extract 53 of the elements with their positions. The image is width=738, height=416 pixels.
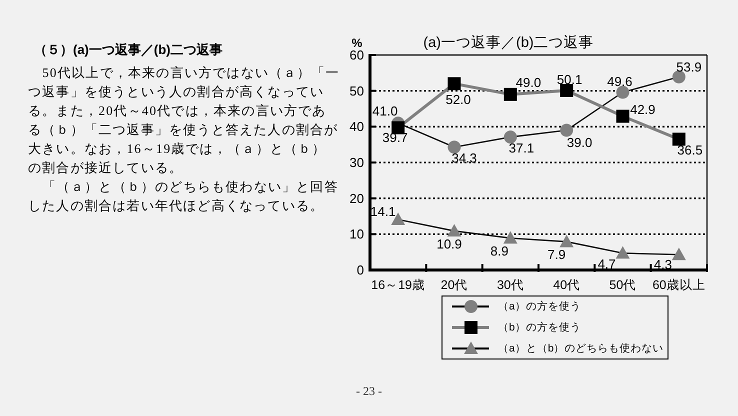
y-tick-label: 30 (350, 155, 364, 170)
y-tick-label: 10 (350, 226, 364, 242)
data-label: 41.0 (372, 104, 398, 119)
y-tick-label: 20 (350, 190, 364, 206)
data-label: 4.7 (598, 256, 616, 272)
y-tick-label: 40 (350, 119, 364, 134)
data-label: 8.9 (490, 244, 508, 259)
legend-label: （a）の方を使う (498, 300, 581, 312)
point (672, 70, 686, 84)
y-axis-title: % (352, 36, 363, 50)
data-label: 34.3 (452, 150, 477, 166)
y-tick-label: 0 (356, 262, 364, 278)
data-label: 50.1 (556, 72, 582, 87)
y-tick-label: 60 (350, 48, 364, 62)
data-label: 49.6 (607, 74, 632, 89)
point (560, 234, 574, 248)
data-label: 37.1 (508, 140, 534, 156)
point (560, 124, 574, 137)
point (504, 130, 517, 144)
point (616, 246, 630, 259)
point (560, 84, 574, 97)
data-label: 36.5 (677, 142, 703, 158)
chart-title: (a)一つ返事／(b)二つ返事 (423, 34, 594, 51)
x-tick-label: 60歳以上 (652, 278, 706, 292)
text: - 23 - (355, 384, 383, 399)
point (448, 77, 461, 90)
x-tick-label: 40代 (553, 278, 580, 292)
point (503, 231, 518, 244)
text: （５）(a)一つ返事／(b)二つ返事 (34, 41, 224, 59)
point (616, 86, 630, 99)
text: 「（ａ）と（ｂ）のどちらも使わない」と回答した人の割合は若い年代ほど高くなっている。 (28, 178, 340, 215)
point (672, 132, 686, 146)
data-label: 39.0 (566, 134, 592, 150)
x-tick-label: 16～19歳 (371, 278, 425, 292)
data-label: 42.9 (630, 102, 656, 117)
data-label: 14.1 (370, 204, 396, 219)
point (616, 110, 630, 123)
data-label: 10.9 (436, 236, 462, 252)
y-tick-label: 50 (350, 83, 364, 98)
point (504, 88, 517, 101)
legend-label: （b）の方を使う (498, 320, 581, 334)
x-tick-label: 20代 (440, 278, 468, 292)
data-label: 52.0 (446, 92, 471, 108)
x-tick-label: 50代 (609, 278, 636, 292)
point (448, 140, 461, 154)
legend-label: （a）と（b）のどちらも使わない (498, 342, 664, 354)
x-tick-label: 30代 (496, 278, 524, 292)
data-label: 53.9 (676, 59, 702, 74)
data-label: 7.9 (548, 247, 566, 262)
point (447, 224, 462, 236)
text: 50代以上で，本来の言い方ではない（ａ）「一つ返事」を使うという人の割合が高くなっている。また，20代～40代では，本来の言い方である（ｂ）「二つ返事」を使うと答えた人の割合が大きい。なお，16～19歳では，（ａ）と（ｂ）の割合が接近している。 (28, 64, 340, 177)
data-label: 49.0 (516, 74, 542, 90)
point (672, 248, 686, 260)
